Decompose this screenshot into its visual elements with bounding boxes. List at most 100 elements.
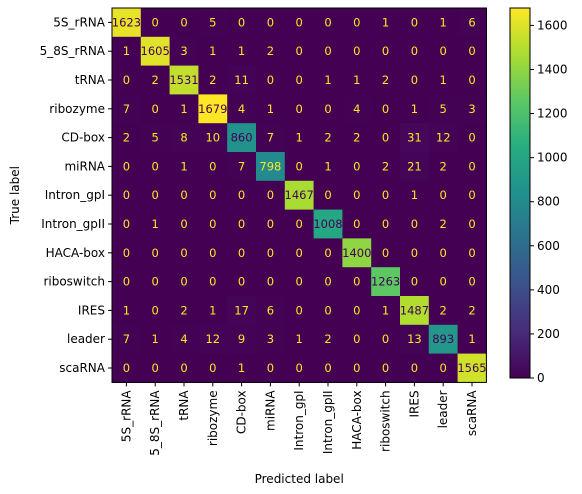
matrix-cell: [371, 353, 401, 383]
cell-value-label: 0: [353, 303, 360, 317]
matrix-cell: [400, 123, 430, 153]
cell-value-label: 0: [152, 361, 159, 375]
cell-value-label: 1: [468, 332, 475, 346]
matrix-cell: [198, 267, 228, 297]
cell-value-label: 2: [440, 159, 447, 173]
cell-value-label: 0: [440, 275, 447, 289]
matrix-cell: [112, 324, 142, 355]
cell-value-label: 0: [440, 188, 447, 202]
cell-value-label: 0: [440, 44, 447, 58]
cell-value-label: 0: [180, 275, 187, 289]
cell-value-label: 0: [123, 246, 130, 260]
cell-value-label: 0: [468, 217, 475, 231]
y-tick-label: riboswitch: [43, 275, 105, 289]
matrix-cell: [284, 324, 315, 355]
matrix-cell: [428, 8, 459, 38]
matrix-cell: [227, 324, 257, 355]
matrix-cell: [428, 94, 459, 124]
matrix-cell: [284, 36, 315, 67]
colorbar-tick-label: 800: [537, 195, 560, 209]
matrix-cell: [169, 180, 199, 211]
cell-value-label: 9: [238, 332, 245, 346]
cell-value-label: 0: [324, 246, 331, 260]
cell-value-label: 1: [267, 102, 274, 116]
matrix-cell: [371, 94, 401, 124]
matrix-cell: [198, 36, 228, 67]
colorbar-tick-label: 600: [537, 239, 560, 253]
cell-value-label: 0: [411, 246, 418, 260]
matrix-cell: [112, 296, 142, 326]
cell-value-label: 31: [407, 131, 422, 145]
cell-value-label: 0: [324, 303, 331, 317]
colorbar-tick-label: 0: [537, 371, 545, 385]
matrix-cell: [313, 353, 343, 383]
cell-value-label: 0: [267, 246, 274, 260]
colorbar-tick-label: 1600: [537, 18, 568, 32]
cell-value-label: 5: [209, 15, 216, 29]
cell-value-label: 0: [180, 15, 187, 29]
cell-value-label: 1: [382, 303, 389, 317]
matrix-cell: [256, 65, 286, 95]
matrix-cell: [112, 65, 142, 95]
matrix-cell: [256, 238, 286, 268]
cell-value-label: 0: [238, 275, 245, 289]
cell-value-label: 0: [468, 159, 475, 173]
cell-value-label: 0: [324, 361, 331, 375]
cell-value-label: 1: [180, 102, 187, 116]
matrix-cell: [313, 296, 343, 326]
cell-value-label: 0: [209, 361, 216, 375]
x-axis-label: Predicted label: [255, 472, 344, 486]
y-tick-label: tRNA: [75, 73, 106, 87]
matrix-cell: [112, 94, 142, 124]
cell-value-label: 0: [123, 217, 130, 231]
x-tick-label: scaRNA: [465, 390, 479, 437]
matrix-cell: [256, 94, 286, 124]
cell-value-label: 1487: [400, 303, 429, 317]
cell-value-label: 0: [209, 275, 216, 289]
matrix-cell: [227, 8, 257, 38]
matrix-cell: [428, 123, 459, 153]
matrix-cell: [112, 36, 142, 67]
matrix-cell: [140, 353, 171, 383]
matrix-cell: [169, 324, 199, 355]
cell-value-label: 1: [209, 44, 216, 58]
matrix-cell: [313, 94, 343, 124]
matrix-cell: [371, 36, 401, 67]
cell-value-label: 1400: [342, 246, 371, 260]
matrix-cell: [284, 267, 315, 297]
cell-value-label: 2: [382, 159, 389, 173]
matrix-cell: [169, 65, 199, 95]
cell-value-label: 1: [296, 131, 303, 145]
x-tick-label: HACA-box: [350, 390, 364, 449]
matrix-cell: [342, 8, 372, 38]
cell-value-label: 2: [440, 303, 447, 317]
matrix-cell: [284, 353, 315, 383]
cell-value-label: 0: [440, 361, 447, 375]
matrix-cell: [428, 36, 459, 67]
cell-value-label: 13: [407, 332, 422, 346]
matrix-cell: [256, 296, 286, 326]
matrix-cell: [342, 123, 372, 153]
cell-value-label: 1: [411, 102, 418, 116]
matrix-cell: [371, 123, 401, 153]
cell-value-label: 0: [238, 15, 245, 29]
cell-value-label: 3: [180, 44, 187, 58]
cell-value-label: 5: [440, 102, 447, 116]
matrix-cell: [371, 152, 401, 182]
cell-value-label: 4: [180, 332, 187, 346]
matrix-cell: [112, 8, 142, 38]
matrix-cell: [256, 123, 286, 153]
cell-value-label: 2: [152, 73, 159, 87]
x-tick-label: 5_8S_rRNA: [148, 390, 162, 456]
matrix-cell: [400, 65, 430, 95]
matrix-cell: [313, 36, 343, 67]
cell-value-label: 1: [324, 73, 331, 87]
matrix-cell: [342, 65, 372, 95]
matrix-cell: [227, 36, 257, 67]
cell-value-label: 12: [205, 332, 220, 346]
matrix-cell: [428, 152, 459, 182]
cell-value-label: 1: [238, 44, 245, 58]
cell-value-label: 8: [180, 131, 187, 145]
matrix-cell: [400, 36, 430, 67]
